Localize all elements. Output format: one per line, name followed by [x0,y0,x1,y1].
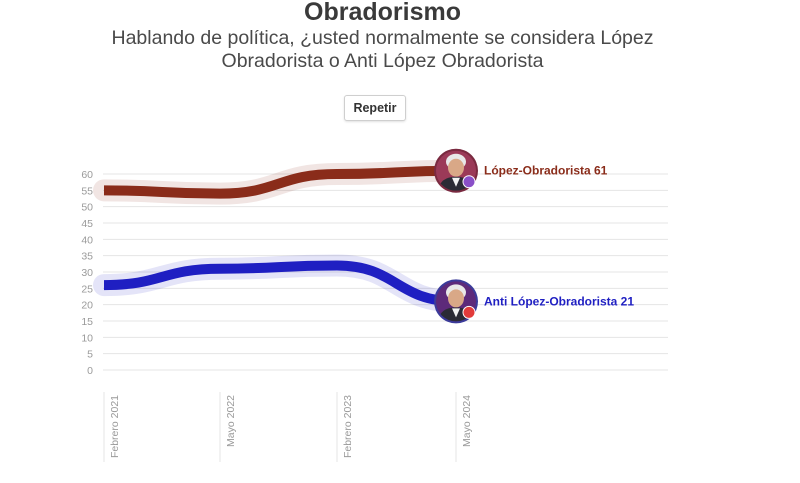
y-tick-label: 0 [87,365,93,377]
y-tick-label: 15 [81,316,93,328]
portrait-icon [434,279,478,324]
x-tick-label: Mayo 2024 [461,395,473,447]
x-tick-label: Febrero 2023 [342,395,354,458]
series-label: López-Obradorista 61 [484,164,608,178]
y-tick-label: 50 [81,202,93,214]
thumbs-down-icon [462,305,476,319]
page-title: Obradorismo [304,0,461,26]
portrait-icon [434,148,478,193]
thumbs-up-icon [462,175,476,189]
y-tick-label: 60 [81,169,93,181]
series-line [103,260,457,307]
y-tick-label: 20 [81,300,93,312]
x-tick-label: Febrero 2021 [109,395,121,458]
x-tick-label: Mayo 2022 [225,395,237,447]
y-tick-label: 40 [81,234,93,246]
series-label: Anti López-Obradorista 21 [484,294,634,308]
y-tick-label: 25 [81,283,93,295]
subtitle-line-2: Obradorista o Anti López Obradorista [221,50,544,72]
subtitle-line-1: Hablando de política, ¿usted normalmente… [111,27,654,49]
repeat-button[interactable]: Repetir [344,95,406,121]
y-tick-label: 30 [81,267,93,279]
y-tick-label: 45 [81,218,93,230]
y-tick-label: 35 [81,251,93,263]
series-line [103,165,457,199]
y-tick-label: 5 [87,349,93,361]
y-tick-label: 10 [81,332,93,344]
y-tick-label: 55 [81,185,93,197]
chart-subtitle: Hablando de política, ¿usted normalmente… [0,27,765,73]
